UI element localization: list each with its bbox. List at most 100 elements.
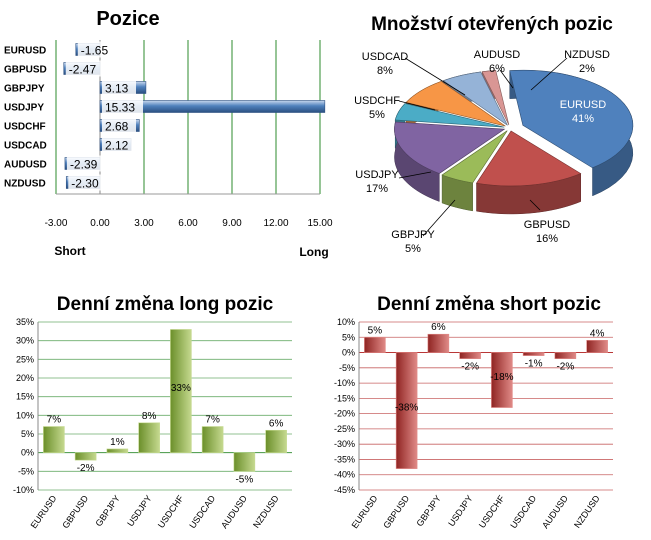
y-tick-label: -15%: [334, 393, 355, 403]
column-bar: [106, 448, 129, 453]
positions-chart-panel: Pozice Short Long -3.00 0.00 3.00 6.00 9.00 1…: [0, 0, 335, 270]
y-tick-label: 35%: [16, 317, 34, 327]
column-bar: [138, 422, 160, 453]
pie-slice: [394, 121, 506, 174]
y-tick-label: -35%: [334, 454, 355, 464]
y-tick-label: 15%: [16, 392, 34, 402]
x-tick-label: 3.00: [134, 218, 154, 229]
short-label: Short: [54, 244, 85, 258]
pie-category-label: AUDUSD: [474, 49, 521, 61]
x-tick-label: 0.00: [90, 218, 110, 229]
pie-leader-line: [404, 57, 466, 96]
y-tick-label: -5%: [339, 363, 355, 373]
column-bar: [522, 352, 545, 356]
y-tick-label: -30%: [334, 439, 355, 449]
y-tick-label: -10%: [13, 485, 34, 495]
y-tick-label: 0%: [342, 348, 355, 358]
y-tick-label: -10%: [334, 378, 355, 388]
y-tick-label: -25%: [334, 424, 355, 434]
category-label: EURUSD: [350, 493, 380, 530]
category-label: AUDUSD: [540, 493, 570, 530]
column-bar: [364, 336, 386, 353]
y-tick-label: 5%: [342, 332, 355, 342]
column-bar: [586, 340, 608, 353]
data-label-bg: [102, 98, 143, 115]
pie-percent-label: 5%: [369, 109, 385, 121]
category-label: USDCHF: [477, 493, 507, 530]
y-tick-label: -45%: [334, 485, 355, 495]
category-label: NZDUSD: [4, 179, 46, 190]
category-label: USDCAD: [4, 141, 47, 152]
category-label: EURUSD: [29, 493, 59, 530]
category-label: GBPJPY: [93, 493, 122, 528]
data-label: 1%: [110, 437, 125, 448]
data-label: -18%: [490, 372, 513, 383]
category-label: USDCHF: [4, 122, 46, 133]
pie-slice: [394, 103, 505, 128]
data-label: -2%: [461, 362, 479, 373]
data-label: 7%: [47, 415, 62, 426]
data-label: 4%: [590, 328, 605, 339]
y-tick-label: 25%: [16, 354, 34, 364]
pie-slice: [405, 81, 506, 127]
category-label: GBPUSD: [60, 493, 90, 530]
pie-category-label: USDJPY: [355, 169, 399, 181]
pie-leader-line: [530, 57, 568, 91]
data-label: 8%: [142, 411, 157, 422]
category-label: AUDUSD: [4, 160, 47, 171]
long-label: Long: [299, 245, 328, 259]
x-tick-label: 15.00: [307, 218, 332, 229]
category-label: AUDUSD: [219, 493, 249, 530]
pie-percent-label: 5%: [405, 243, 421, 255]
data-label-bg: [102, 79, 136, 96]
column-bar: [491, 352, 513, 408]
column-bar: [170, 329, 192, 453]
y-tick-label: -40%: [334, 470, 355, 480]
pie-slice: [476, 130, 582, 187]
pie-percent-label: 41%: [572, 113, 594, 125]
data-label: 5%: [368, 325, 383, 336]
long-change-title: Denní změna long pozic: [57, 294, 274, 315]
open-positions-pie-chart: Množství otevřených pozic EURUSD 41% GBPUS…: [354, 14, 634, 255]
data-label-bg: [102, 117, 136, 134]
data-label: -2%: [77, 463, 95, 474]
data-label: -2.30: [71, 177, 99, 191]
x-tick-label: 12.00: [263, 218, 288, 229]
pie-percent-label: 2%: [579, 63, 595, 75]
data-label: 6%: [269, 418, 284, 429]
data-label-bg: [68, 174, 110, 191]
y-tick-label: 30%: [16, 336, 34, 346]
data-label: 7%: [205, 415, 220, 426]
pie-slice: [441, 130, 508, 184]
pie-category-label: USDCAD: [362, 51, 409, 63]
column-bar: [265, 429, 287, 453]
data-label: -1%: [525, 359, 543, 370]
category-label: GBPJPY: [4, 84, 45, 95]
category-label: USDJPY: [125, 493, 154, 528]
data-label: 2.12: [105, 139, 129, 153]
data-label: -38%: [395, 403, 418, 414]
data-label: -5%: [235, 474, 253, 485]
short-change-chart: Denní změna short pozic -45% -40% -35% -30%…: [334, 294, 613, 530]
category-label: NZDUSD: [251, 493, 281, 530]
column-bar: [395, 352, 418, 469]
data-label: 15.33: [105, 101, 135, 115]
pie-category-label: GBPJPY: [391, 229, 435, 241]
pie-chart-title: Množství otevřených pozic: [371, 14, 613, 35]
positions-chart-title: Pozice: [96, 8, 159, 30]
y-tick-label: 5%: [21, 429, 34, 439]
category-label: USDJPY: [4, 103, 44, 114]
category-label: NZDUSD: [572, 493, 602, 530]
data-label: -2%: [556, 362, 574, 373]
pie-category-label: EURUSD: [560, 99, 607, 111]
category-label: USDCAD: [187, 493, 217, 530]
column-bar: [233, 452, 256, 472]
column-bar: [459, 352, 481, 359]
column-bar: [43, 426, 65, 453]
x-tick-label: -3.00: [45, 218, 68, 229]
pie-category-label: USDCHF: [354, 95, 400, 107]
category-label: USDCHF: [156, 493, 186, 530]
pie-leader-line: [398, 171, 432, 179]
data-label: -1.65: [81, 44, 109, 58]
open-positions-pie-panel: Množství otevřených pozic EURUSD 41% GBPUS…: [335, 0, 651, 275]
